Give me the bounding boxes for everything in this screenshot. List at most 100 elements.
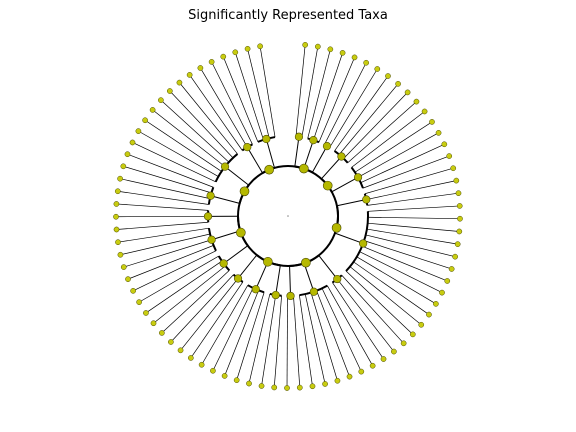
branch-edge (123, 165, 212, 194)
leaf-node-l29 (426, 311, 432, 318)
leaf-node-l43 (271, 384, 278, 391)
leaf-node-l64 (113, 201, 120, 207)
branch-edge (127, 245, 214, 280)
clade-node-c7 (239, 186, 250, 197)
leaf-node-l4 (339, 50, 346, 56)
branch-edge (361, 245, 448, 282)
branch-edge (311, 145, 328, 173)
leaf-node-l25 (448, 266, 455, 272)
branch-edge (318, 57, 355, 143)
branch-edge (362, 155, 450, 189)
branch-edge (318, 255, 338, 280)
branch-edge (367, 222, 460, 232)
leaf-node-l26 (444, 278, 451, 284)
leaf-node-l32 (400, 340, 407, 347)
leaf-node-l73 (158, 97, 164, 103)
leaf-node-l21 (457, 215, 463, 222)
clade-node-c3b (359, 239, 368, 248)
branch-edge (161, 270, 230, 334)
branch-edge (332, 282, 384, 360)
clade-node-c8 (264, 164, 274, 175)
branch-edge (336, 199, 367, 207)
leaf-node-l76 (186, 72, 193, 78)
branch-edge (295, 44, 306, 137)
tree-edges (116, 44, 460, 388)
clade-node-c1 (299, 163, 309, 174)
clade-node-c1b (309, 136, 318, 145)
branch-edge (336, 278, 395, 352)
leaf-node-l6 (363, 59, 369, 66)
leaf-node-l42 (284, 385, 290, 391)
leaf-node-l79 (220, 53, 227, 60)
clade-node-c4a (333, 274, 342, 284)
leaf-node-l69 (129, 139, 136, 146)
leaf-node-l82 (257, 43, 263, 50)
leaf-node-l54 (150, 320, 157, 327)
branch-edge (138, 130, 219, 177)
branch-edge (324, 62, 367, 145)
leaf-node-l61 (115, 239, 121, 246)
leaf-node-l46 (233, 377, 240, 384)
clade-node-c4c (286, 291, 295, 301)
leaf-node-l33 (391, 348, 397, 355)
leaf-node-l57 (130, 287, 136, 294)
clade-node-c1c (322, 142, 332, 151)
branch-edge (299, 295, 313, 387)
clade-node-c1a (294, 132, 304, 141)
branch-edge (123, 239, 212, 268)
clade-node-c8a (243, 143, 252, 152)
branch-edge (180, 278, 239, 351)
leaf-node-l80 (232, 49, 239, 56)
chart-title: Significantly Represented Taxa (188, 8, 388, 23)
branch-edge (307, 49, 331, 139)
clade-node-c6b (207, 235, 216, 244)
branch-edge (116, 203, 209, 211)
leaf-node-l38 (334, 377, 341, 384)
leaf-node-l9 (395, 81, 401, 87)
branch-edge (331, 176, 359, 193)
leaf-node-l10 (404, 89, 411, 96)
leaf-node-l14 (435, 129, 442, 136)
leaf-node-l2 (314, 43, 321, 50)
leaf-node-l74 (166, 88, 173, 94)
branch-edge (259, 46, 276, 138)
branch-edge (303, 263, 315, 292)
branch-edge (365, 234, 456, 258)
clade-node-c4b (309, 287, 318, 296)
branch-edge (222, 56, 259, 143)
clade-node-c6 (236, 227, 246, 238)
branch-edge (301, 46, 319, 138)
leaf-node-l68 (124, 151, 131, 158)
branch-edge (341, 274, 404, 344)
branch-edge (237, 254, 258, 279)
clade-node-c5b (251, 285, 260, 294)
branch-edge (127, 153, 214, 188)
leaf-node-l28 (433, 300, 439, 307)
branch-edge (345, 270, 414, 335)
branch-edge (343, 92, 408, 159)
branch-edge (354, 121, 433, 173)
clade-node-c4 (301, 257, 311, 268)
branch-edge (310, 292, 338, 381)
leaf-node-l66 (117, 175, 123, 182)
leaf-node-l20 (456, 203, 463, 209)
leaf-node-l8 (385, 73, 391, 79)
branch-edge (247, 48, 270, 139)
clade-node-c5c (233, 274, 243, 283)
branch-edge (120, 233, 211, 256)
branch-edge (170, 274, 234, 343)
leaf-node-l55 (143, 310, 149, 316)
branch-edge (366, 228, 458, 245)
leaf-node-l47 (221, 373, 228, 379)
leaf-node-l62 (113, 226, 120, 233)
branch-edge (152, 109, 226, 167)
leaf-node-l67 (120, 163, 127, 170)
branch-edge (364, 240, 452, 270)
leaf-node-l60 (117, 251, 124, 258)
leaf-node-l24 (452, 253, 458, 260)
clade-node-c7a (206, 191, 215, 200)
leaf-node-l58 (125, 276, 131, 282)
leaf-node-l63 (113, 213, 119, 220)
leaf-node-l56 (136, 299, 142, 305)
